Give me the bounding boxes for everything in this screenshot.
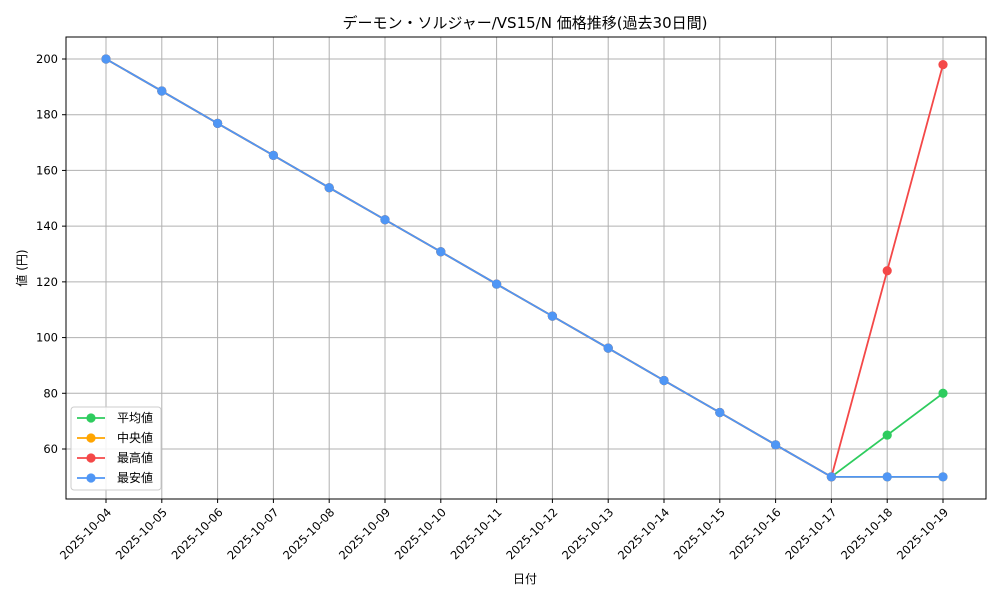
x-axis-ticks: 2025-10-042025-10-052025-10-062025-10-07… (57, 499, 951, 562)
legend-entry: 中央値 (77, 430, 153, 445)
data-point (938, 472, 948, 482)
data-point (380, 215, 390, 225)
legend-label: 平均値 (117, 410, 153, 425)
data-point (157, 86, 167, 96)
series-line (101, 54, 948, 482)
plot-frame (65, 36, 987, 500)
data-point (938, 388, 948, 398)
series-line (101, 54, 948, 482)
legend-entry: 平均値 (77, 410, 153, 425)
x-tick-label: 2025-10-08 (280, 505, 337, 562)
chart-title: デーモン・ソルジャー/VS15/N 価格推移(過去30日間) (342, 14, 707, 32)
data-point (938, 59, 948, 70)
data-point (715, 407, 725, 418)
x-tick-label: 2025-10-05 (113, 505, 170, 562)
legend-marker-icon (86, 473, 96, 483)
legend-marker-icon (86, 413, 96, 423)
y-tick-label: 120 (36, 275, 58, 289)
data-point (659, 375, 669, 386)
x-tick-label: 2025-10-16 (727, 505, 784, 562)
y-tick-label: 80 (43, 386, 58, 400)
data-point (436, 247, 446, 257)
y-tick-label: 140 (36, 219, 58, 233)
x-axis-label: 日付 (513, 572, 537, 586)
legend-label: 最安値 (117, 470, 153, 485)
y-tick-label: 180 (36, 108, 58, 122)
y-tick-label: 200 (36, 52, 58, 66)
data-point (771, 440, 781, 450)
y-tick-label: 160 (36, 163, 58, 177)
legend-entry: 最安値 (77, 470, 153, 485)
data-point (268, 150, 278, 160)
data-point (213, 118, 223, 128)
data-point (547, 311, 558, 321)
data-point (882, 472, 892, 482)
x-tick-label: 2025-10-04 (57, 505, 114, 562)
x-tick-label: 2025-10-18 (838, 505, 895, 562)
legend-marker-icon (86, 453, 96, 463)
x-tick-label: 2025-10-09 (336, 505, 393, 562)
x-tick-label: 2025-10-10 (392, 505, 449, 562)
y-tick-label: 100 (36, 331, 58, 345)
legend-entry: 最高値 (77, 450, 153, 465)
x-tick-label: 2025-10-15 (671, 505, 728, 562)
x-tick-label: 2025-10-13 (559, 505, 616, 562)
grid-lines (66, 37, 986, 499)
legend-label: 最高値 (117, 450, 153, 465)
data-point (101, 54, 111, 64)
x-tick-label: 2025-10-14 (615, 505, 672, 562)
x-tick-label: 2025-10-11 (448, 505, 505, 562)
data-point (603, 343, 613, 353)
data-point (492, 279, 502, 289)
x-tick-label: 2025-10-19 (894, 505, 951, 562)
x-tick-label: 2025-10-17 (782, 505, 839, 562)
legend-box (70, 406, 162, 491)
legend-label: 中央値 (117, 430, 153, 445)
data-point (324, 183, 334, 193)
data-point (826, 472, 837, 482)
y-axis-ticks: 60 80 100 120 140 160 180 200 (36, 52, 66, 456)
y-axis-label: 値 (円) (14, 249, 29, 286)
legend-marker-icon (86, 433, 96, 443)
x-tick-label: 2025-10-07 (224, 505, 281, 562)
x-tick-label: 2025-10-06 (169, 505, 226, 562)
data-point (882, 266, 892, 276)
data-point (882, 430, 892, 440)
x-tick-label: 2025-10-12 (503, 505, 560, 562)
y-tick-label: 60 (43, 442, 58, 456)
series-layer (101, 54, 948, 482)
series-line (101, 54, 948, 482)
series-line (101, 54, 948, 482)
